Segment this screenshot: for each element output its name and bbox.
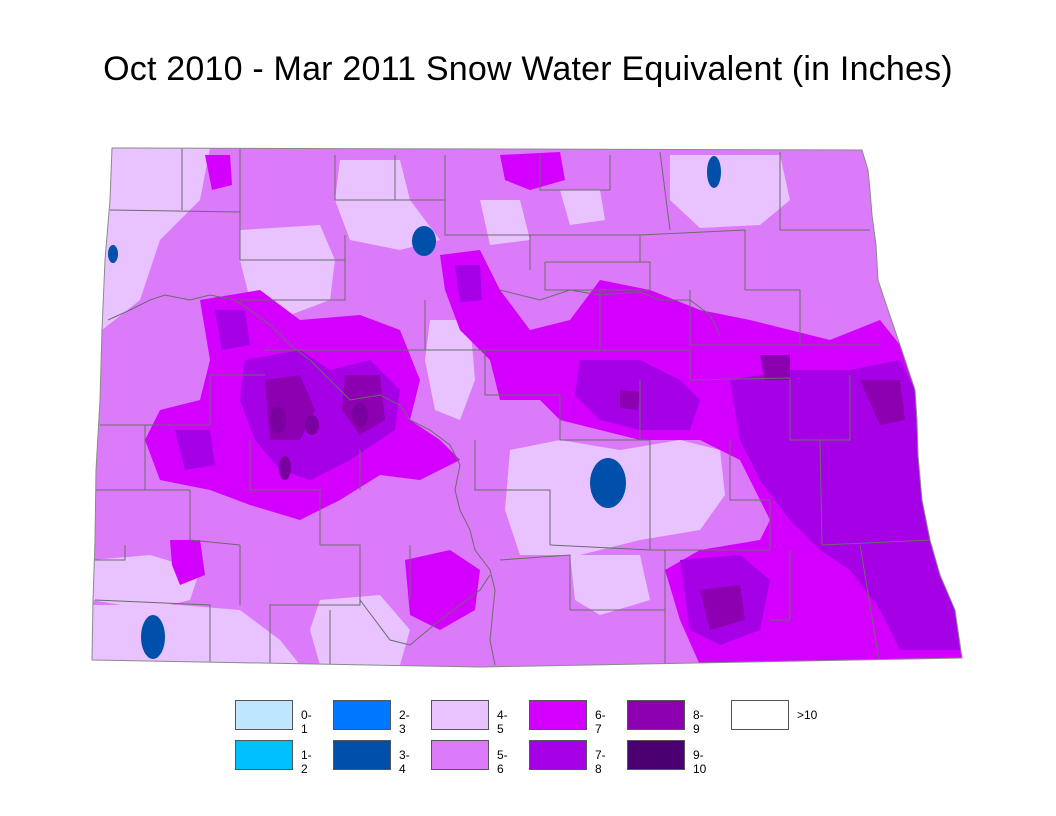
legend-swatch-3-4 bbox=[333, 740, 391, 770]
swe-zones bbox=[92, 148, 962, 667]
legend-label-gt10: >10 bbox=[797, 708, 818, 722]
map-title: Oct 2010 - Mar 2011 Snow Water Equivalen… bbox=[103, 50, 953, 88]
legend-swatch-9-10 bbox=[627, 740, 685, 770]
legend-swatch-gt10 bbox=[731, 700, 789, 730]
legend-label-6-7: 6-7 bbox=[595, 708, 606, 736]
river-boundary bbox=[107, 289, 721, 666]
legend-swatch-1-2 bbox=[235, 740, 293, 770]
legend-swatch-7-8 bbox=[529, 740, 587, 770]
legend-label-9-10: 9-10 bbox=[693, 748, 707, 776]
legend-label-8-9: 8-9 bbox=[693, 708, 704, 736]
legend-label-0-1: 0-1 bbox=[301, 708, 312, 736]
legend-swatch-4-5 bbox=[431, 700, 489, 730]
county-boundaries bbox=[94, 148, 931, 666]
legend-swatch-8-9 bbox=[627, 700, 685, 730]
legend-label-4-5: 4-5 bbox=[497, 708, 508, 736]
legend-swatch-0-1 bbox=[235, 700, 293, 730]
legend-label-2-3: 2-3 bbox=[399, 708, 410, 736]
legend-label-7-8: 7-8 bbox=[595, 748, 606, 776]
legend-label-1-2: 1-2 bbox=[301, 748, 312, 776]
state-outline bbox=[91, 147, 963, 668]
legend-swatch-2-3 bbox=[333, 700, 391, 730]
legend-label-5-6: 5-6 bbox=[497, 748, 508, 776]
legend-label-3-4: 3-4 bbox=[399, 748, 410, 776]
legend-swatch-6-7 bbox=[529, 700, 587, 730]
legend-swatch-5-6 bbox=[431, 740, 489, 770]
